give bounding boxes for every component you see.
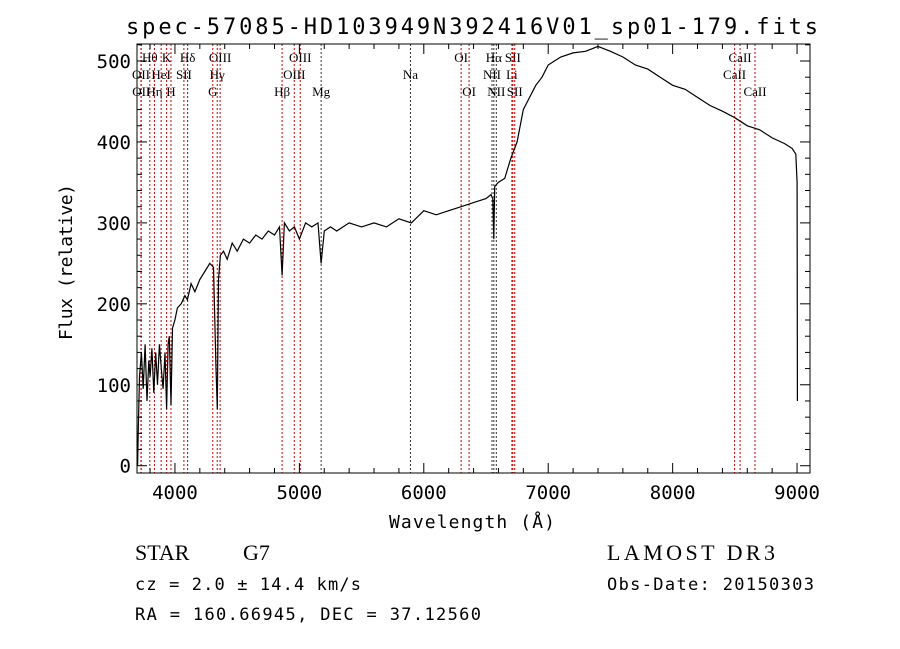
y-tick-label: 500: [97, 51, 131, 73]
line-marker-label: K: [162, 50, 172, 65]
line-marker-label: HeI: [151, 67, 171, 82]
x-tick-label: 5000: [276, 482, 322, 504]
line-marker-label: OI: [454, 50, 468, 65]
line-marker-label: Li: [506, 67, 518, 82]
line-marker-label: CaII: [723, 67, 746, 82]
x-tick-label: 9000: [774, 482, 820, 504]
x-axis-label: Wavelength (Å): [389, 511, 555, 533]
ra-dec-text: RA = 160.66945, DEC = 37.12560: [135, 605, 481, 625]
axes-ticks: 4000 5000 6000 7000 8000 9000 0 100 200 300 400 500: [97, 44, 820, 504]
survey-name: LAMOST DR3: [607, 540, 775, 565]
line-marker-label: G: [208, 84, 217, 99]
plot-frame: [136, 43, 811, 474]
line-marker-label: SII: [176, 67, 192, 82]
object-class: STAR: [135, 540, 190, 565]
line-marker-label: OIII: [209, 50, 231, 65]
line-marker-label: Na: [403, 67, 418, 82]
x-tick-label: 8000: [650, 482, 696, 504]
line-marker-label: Hη: [146, 84, 162, 99]
line-marker-label: Hα: [486, 50, 502, 65]
line-marker-label: Hδ: [180, 50, 196, 65]
y-tick-label: 400: [97, 132, 131, 154]
line-marker-label: NII: [483, 67, 501, 82]
object-subclass: G7: [243, 540, 270, 565]
line-marker-label: OII: [132, 67, 150, 82]
chart-title: spec-57085-HD103949N392416V01_sp01-179.f…: [126, 15, 818, 40]
x-tick-label: 4000: [152, 482, 198, 504]
line-marker-label: OI: [462, 84, 476, 99]
obs-date: Obs-Date: 20150303: [607, 575, 814, 595]
y-tick-label: 100: [97, 375, 131, 397]
y-tick-label: 200: [97, 294, 131, 316]
redshift-text: cz = 2.0 ± 14.4 km/s: [135, 575, 361, 595]
line-marker-label: Hθ: [142, 50, 158, 65]
spectrum-line: [137, 45, 798, 466]
line-marker-label: Hγ: [210, 67, 225, 82]
line-marker-label: OIII: [283, 67, 305, 82]
line-marker-label: SII: [505, 50, 521, 65]
line-marker-label: Hβ: [274, 84, 290, 99]
line-marker-label: NII: [487, 84, 505, 99]
line-marker-label: OIII: [289, 50, 311, 65]
line-marker-label: Mg: [312, 84, 331, 99]
line-marker-label: H: [166, 84, 175, 99]
line-marker-label: CaII: [743, 84, 766, 99]
x-tick-label: 7000: [525, 482, 571, 504]
line-marker-label: SII: [507, 84, 523, 99]
y-tick-label: 0: [120, 456, 131, 478]
line-marker-label: CaII: [729, 50, 752, 65]
y-tick-label: 300: [97, 213, 131, 235]
x-tick-label: 6000: [401, 482, 447, 504]
y-axis-label: Flux (relative): [56, 184, 77, 340]
